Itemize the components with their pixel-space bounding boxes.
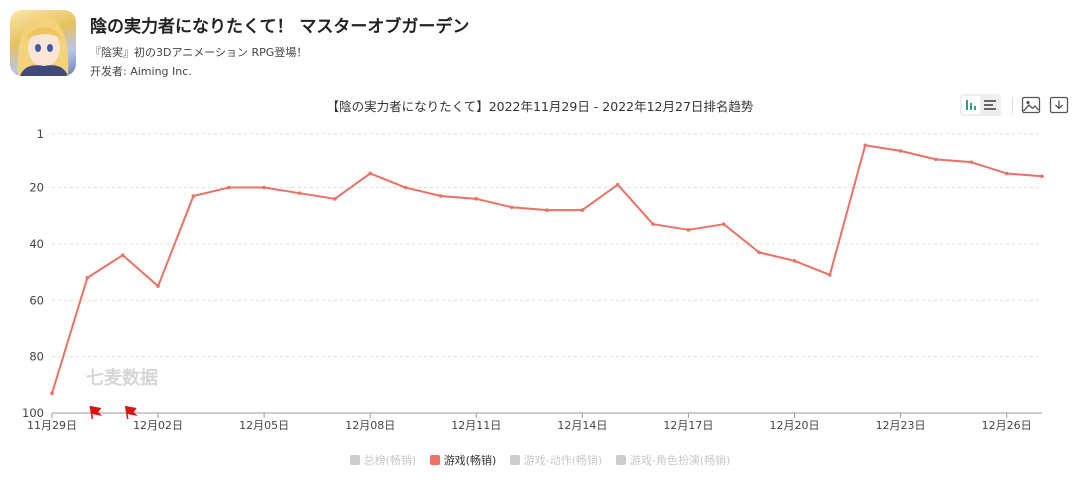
legend-item-overall[interactable]: 总榜(畅销) [349,452,417,468]
data-point[interactable] [509,205,514,210]
data-point[interactable] [333,197,337,201]
data-point[interactable] [368,171,373,176]
legend-label: 游戏-角色扮演(畅销) [629,454,731,467]
data-point[interactable] [191,194,196,198]
y-tick-label: 20 [29,181,44,195]
legend-item-games-action[interactable]: 游戏-动作(畅销) [509,452,603,468]
chart-legend: 总榜(畅销) 游戏(畅销) 游戏-动作(畅销) 游戏-角色扮演(畅销) [0,452,1080,468]
data-point[interactable] [686,228,691,232]
data-point[interactable] [156,284,160,288]
data-point[interactable] [721,222,726,226]
data-point[interactable] [120,253,125,257]
chart-title: 【陰の実力者になりたくて】2022年11月29日 - 2022年12月27日排名… [326,99,754,114]
x-tick-label: 12月02日 [133,419,183,432]
data-point[interactable] [297,191,302,195]
data-point[interactable] [1040,174,1044,179]
y-tick-label: 1 [37,127,44,141]
bar-chart-icon [966,100,976,110]
data-point[interactable] [898,149,903,153]
y-tick-label: 40 [29,237,44,251]
legend-swatch [349,455,360,465]
legend-label: 游戏-动作(畅销) [523,454,603,467]
legend-item-games[interactable]: 游戏(畅销) [429,452,497,468]
legend-label: 游戏(畅销) [443,454,497,467]
y-tick-label: 60 [29,293,44,307]
list-view-button[interactable] [981,96,999,114]
watermark: 七麦数据 [86,367,158,389]
series-line-games-grossing [51,144,1043,394]
developer-name: Aiming Inc. [130,65,192,78]
legend-label: 总榜(畅销) [363,454,417,467]
bar-view-button[interactable] [962,96,980,114]
data-point[interactable] [615,182,620,187]
flag-marker-icon[interactable] [124,405,138,420]
x-tick-label: 12月11日 [451,419,501,432]
data-point[interactable] [262,185,266,190]
x-tick-label: 11月29日 [27,419,77,432]
x-tick-label: 12月26日 [982,419,1032,432]
data-point[interactable] [439,194,443,198]
image-icon [1021,96,1041,114]
app-title: 陰の実力者になりたくて！ マスターオブガーデン [90,17,470,37]
data-point[interactable] [651,222,655,226]
data-point[interactable] [934,157,938,162]
data-point[interactable] [85,275,90,280]
app-developer: 开发者: Aiming Inc. [90,63,192,79]
data-point[interactable] [828,273,832,277]
app-icon [10,10,76,76]
download-button[interactable] [1048,94,1070,116]
developer-label: 开发者: [90,65,127,78]
legend-swatch [429,455,440,465]
data-point[interactable] [1004,171,1009,176]
x-tick-label: 12月17日 [663,419,713,432]
data-point[interactable] [50,391,54,396]
data-point[interactable] [969,160,974,164]
data-point[interactable] [403,185,408,190]
x-tick-label: 12月14日 [557,419,607,432]
x-tick-label: 12月23日 [876,419,926,432]
legend-swatch [615,455,626,465]
data-point[interactable] [792,259,797,263]
data-point[interactable] [474,197,479,201]
data-point[interactable] [757,250,761,255]
flag-marker-icon[interactable] [89,405,103,420]
toolbar-divider [1012,97,1013,113]
data-point[interactable] [226,185,231,190]
data-point[interactable] [580,208,585,212]
chart-view-toggle [960,94,1001,116]
data-point[interactable] [545,208,549,212]
y-tick-label: 100 [22,406,44,420]
save-image-button[interactable] [1020,94,1042,116]
x-tick-label: 12月20日 [770,419,820,432]
data-point[interactable] [863,143,868,148]
list-icon [984,100,996,110]
download-icon [1049,96,1069,114]
x-tick-label: 12月08日 [345,419,395,432]
legend-swatch [509,455,520,465]
y-tick-label: 80 [29,350,44,364]
legend-item-games-rpg[interactable]: 游戏-角色扮演(畅销) [615,452,731,468]
x-tick-label: 12月05日 [239,419,289,432]
app-icon-artwork [17,16,69,76]
app-subtitle: 『陰実』初の3Dアニメーション RPG登場！ [90,46,308,59]
